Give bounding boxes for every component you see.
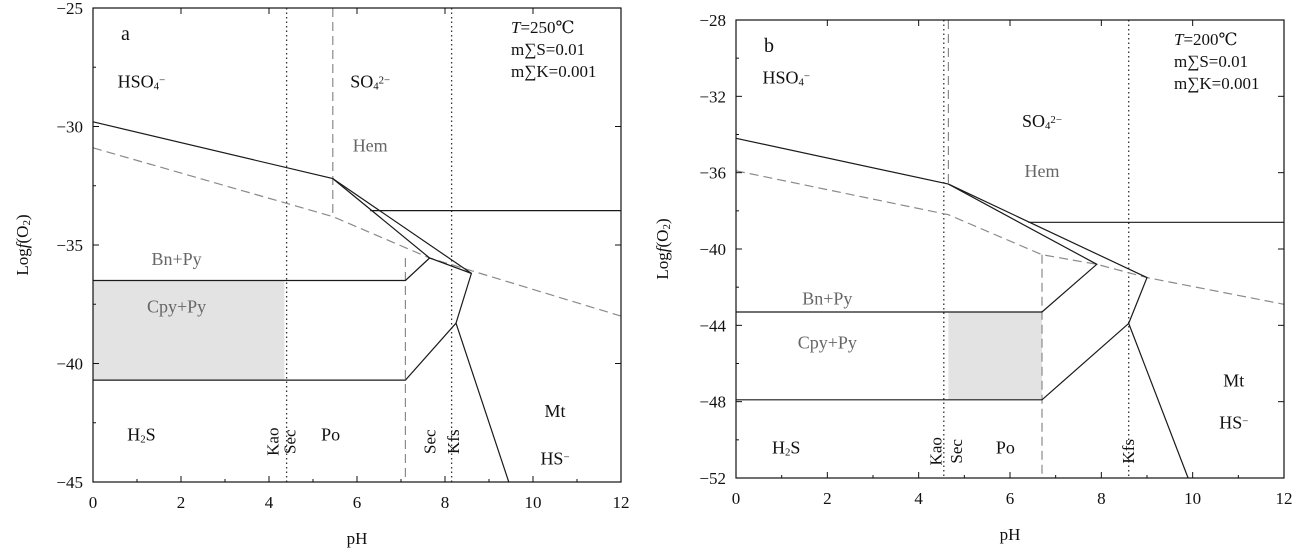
mineral-boundary-label: Kao	[927, 437, 946, 465]
mineral-boundary-label: Kao	[264, 428, 283, 456]
region-label: Po	[996, 437, 1015, 457]
x-axis-label: pH	[347, 529, 368, 548]
x-tick-label: 12	[613, 493, 630, 512]
y-tick-label: −52	[699, 469, 726, 488]
y-tick-label: −40	[699, 240, 726, 259]
y-tick-label: −28	[699, 11, 726, 30]
region-label: SO42−	[350, 71, 390, 92]
x-tick-label: 2	[823, 489, 832, 508]
x-tick-label: 10	[1184, 489, 1201, 508]
x-tick-label: 8	[441, 493, 450, 512]
dashed-boundary-line	[735, 170, 1285, 305]
y-axis-label: Logf(O2)	[13, 214, 33, 275]
condition-sulfur: m∑S=0.01	[511, 40, 585, 59]
panel-label: b	[764, 35, 774, 57]
condition-potassium: m∑K=0.001	[1174, 74, 1259, 93]
x-axis-label: pH	[1000, 525, 1021, 544]
mineral-boundary-label: Sec	[280, 429, 299, 454]
y-axis-label: Logf(O2)	[653, 218, 673, 279]
region-label: HS−	[1219, 413, 1248, 433]
x-tick-label: 6	[353, 493, 362, 512]
region-label: HS−	[540, 448, 569, 468]
panel-label: a	[121, 23, 130, 45]
x-tick-label: 8	[1097, 489, 1106, 508]
region-label: Hem	[1024, 161, 1059, 181]
region-label: H2S	[772, 437, 800, 458]
x-tick-label: 2	[177, 493, 186, 512]
region-label: Bn+Py	[802, 289, 852, 309]
mineral-boundary-label: Kfs	[1119, 439, 1138, 464]
shaded-region	[948, 312, 1042, 400]
x-tick-label: 0	[89, 493, 98, 512]
y-tick-label: −40	[56, 355, 83, 374]
solid-boundary-line	[735, 137, 1098, 313]
region-label: HSO4−	[118, 71, 166, 92]
dashed-boundary-line	[92, 147, 622, 317]
mineral-boundary-label: Sec	[947, 439, 966, 464]
condition-temperature: T=200℃	[1174, 30, 1238, 49]
shaded-region	[93, 280, 285, 381]
solid-boundary-line	[332, 178, 472, 274]
condition-temperature: T=250℃	[511, 18, 575, 37]
y-tick-label: −45	[56, 473, 83, 492]
x-tick-label: 4	[914, 489, 923, 508]
y-tick-label: −48	[699, 393, 726, 412]
chart-panel-b: 0 2 4 6 8 10 12 −28 −32 −36 −40 −44 −48 −52 pH Logf(O2)…	[653, 11, 1293, 544]
solid-boundary-line	[93, 257, 431, 282]
x-tick-label: 10	[525, 493, 542, 512]
region-label: Bn+Py	[152, 249, 202, 269]
region-label: Hem	[353, 135, 388, 155]
y-tick-label: −36	[699, 164, 726, 183]
x-tick-label: 0	[732, 489, 741, 508]
solid-boundary-line	[736, 183, 1148, 401]
condition-sulfur: m∑S=0.01	[1174, 52, 1248, 71]
region-label: H2S	[127, 425, 155, 446]
y-tick-label: −30	[56, 118, 83, 137]
region-label: Cpy+Py	[798, 333, 857, 353]
x-tick-label: 6	[1006, 489, 1015, 508]
region-label: HSO4−	[762, 67, 810, 88]
region-label: SO42−	[1022, 111, 1062, 132]
condition-potassium: m∑K=0.001	[511, 62, 596, 81]
region-label: Mt	[544, 401, 565, 421]
chart-panel-a: 0 2 4 6 8 10 12 −25 −30 −35 −40 −45 pH Logf(O2) a T=250…	[13, 0, 630, 548]
y-tick-label: −35	[56, 236, 83, 255]
mineral-boundary-label: Sec	[420, 429, 439, 454]
region-label: Cpy+Py	[147, 297, 206, 317]
y-tick-label: −44	[699, 316, 726, 335]
x-tick-label: 12	[1276, 489, 1293, 508]
solid-boundary-line	[1128, 323, 1189, 479]
region-label: Mt	[1223, 371, 1244, 391]
x-tick-label: 4	[265, 493, 274, 512]
region-label: Po	[321, 425, 340, 445]
mineral-boundary-label: Kfs	[444, 429, 463, 454]
solid-boundary-line	[455, 323, 510, 483]
y-tick-label: −25	[56, 0, 83, 18]
y-tick-label: −32	[699, 87, 726, 106]
